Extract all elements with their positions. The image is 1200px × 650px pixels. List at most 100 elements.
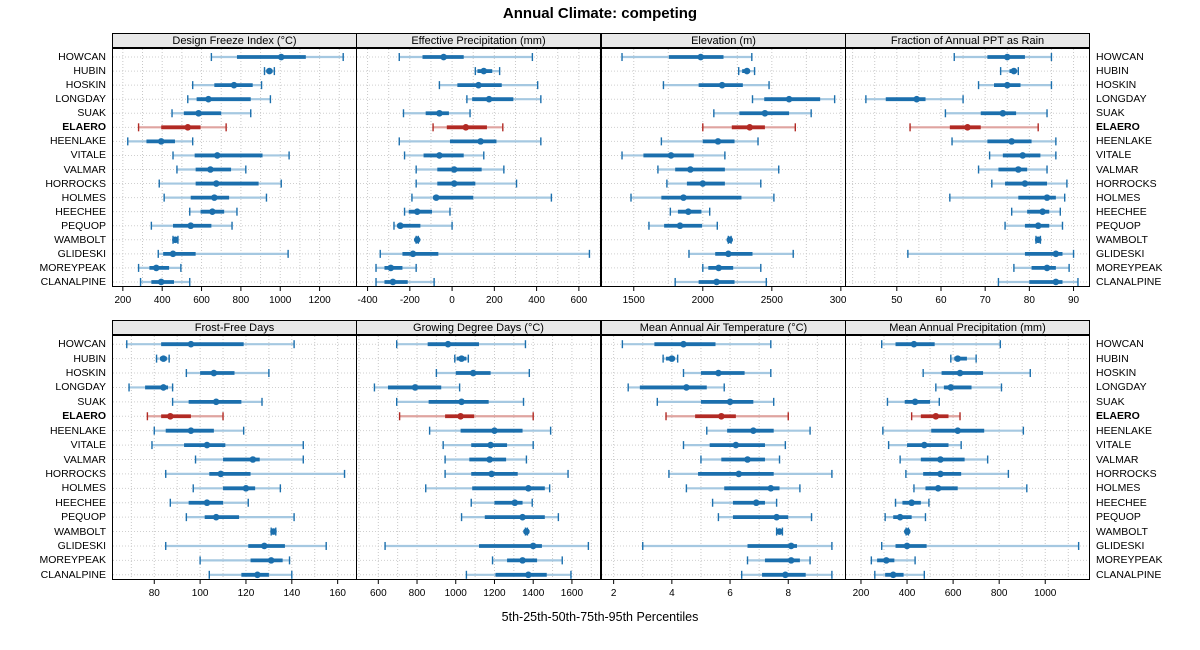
median-dot-horrocks [735, 470, 743, 478]
x-tick-label: 60 [935, 295, 947, 306]
interval-suak-mean-annual-air-temperature-c [656, 397, 775, 406]
interval-pequop-mean-annual-air-temperature-c [717, 513, 813, 522]
median-dot-heenlake [477, 138, 484, 145]
x-tick-label: 600 [370, 588, 387, 599]
median-dot-elaero [718, 412, 725, 420]
site-label-right-glideski: GLIDESKI [1096, 539, 1145, 552]
panel-strip-frost-free-days: Frost-Free Days [112, 320, 357, 335]
interval-heenlake-growing-degree-days-c [428, 426, 552, 435]
interval-glideski-design-freeze-index-c [157, 249, 289, 258]
median-dot-howcan [680, 340, 687, 348]
median-dot-valmar [249, 456, 257, 463]
x-tick-label: 400 [154, 295, 171, 306]
median-dot-longday [205, 95, 212, 103]
median-dot-heenlake [954, 427, 962, 434]
interval-suak-growing-degree-days-c [395, 397, 525, 406]
panel-mean-annual-air-temperature-c: 2 4 6 8 [601, 335, 846, 599]
median-dot-clanalpine [1052, 278, 1060, 286]
median-dot-heenlake [1008, 138, 1015, 145]
median-dot-longday [785, 95, 793, 103]
interval-heechee-mean-annual-precipitation-mm [894, 498, 930, 507]
x-tick-label: 800 [991, 588, 1008, 599]
site-label-left-suak: SUAK [77, 107, 106, 120]
interval-horrocks-mean-annual-air-temperature-c [668, 469, 833, 478]
interval-clanalpine-elevation-m [674, 277, 768, 286]
x-tick-label: 600 [193, 295, 210, 306]
interval-elaero-growing-degree-days-c [398, 412, 534, 421]
site-label-right-elaero: ELAERO [1096, 410, 1140, 423]
x-tick-label: 800 [233, 295, 250, 306]
interval-suak-design-freeze-index-c [171, 109, 252, 118]
interval-heenlake-elevation-m [660, 137, 759, 146]
median-dot-glideski [725, 250, 732, 258]
site-label-left-hubin: HUBIN [73, 65, 106, 78]
median-dot-suak [911, 398, 919, 406]
interval-pequop-frost-free-days [185, 513, 295, 522]
median-dot-vitale [203, 441, 211, 449]
interval-hubin-elevation-m [737, 67, 756, 76]
site-label-right-hoskin: HOSKIN [1096, 367, 1137, 380]
interval-vitale-growing-degree-days-c [442, 441, 534, 450]
interval-horrocks-fraction-of-annual-ppt-as-rain [991, 179, 1068, 188]
median-dot-wambolt [172, 236, 179, 244]
interval-heechee-growing-degree-days-c [470, 498, 533, 507]
x-tick-label: 80 [149, 588, 161, 599]
median-dot-valmar [744, 456, 751, 463]
percentiles-caption: 5th-25th-50th-75th-95th Percentiles [501, 610, 699, 624]
median-dot-longday [947, 384, 955, 391]
interval-hoskin-mean-annual-precipitation-mm [922, 369, 1031, 378]
interval-hoskin-fraction-of-annual-ppt-as-rain [977, 81, 1053, 90]
x-tick-label: 0 [449, 295, 455, 306]
site-label-right-clanalpine: CLANALPINE [1096, 568, 1162, 581]
interval-heechee-frost-free-days [169, 498, 249, 507]
median-dot-hubin [668, 355, 676, 362]
median-dot-wambolt [270, 528, 277, 535]
site-label-right-vitale: VITALE [1096, 439, 1132, 452]
interval-wambolt-mean-annual-precipitation-mm [903, 527, 911, 536]
x-tick-label: 800 [409, 588, 426, 599]
x-tick-label: 160 [329, 588, 346, 599]
interval-heechee-fraction-of-annual-ppt-as-rain [1010, 207, 1061, 216]
x-tick-label: 6 [727, 588, 733, 599]
median-dot-howcan [444, 340, 452, 348]
site-label-left-howcan: HOWCAN [58, 338, 106, 351]
interval-hoskin-growing-degree-days-c [435, 369, 531, 378]
interval-heechee-elevation-m [669, 207, 711, 216]
median-dot-vitale [1019, 152, 1027, 159]
x-tick-label: 1400 [522, 588, 545, 599]
interval-horrocks-effective-precipitation-mm [415, 179, 518, 188]
median-dot-horrocks [699, 180, 707, 187]
interval-vitale-mean-annual-precipitation-mm [887, 441, 962, 450]
interval-vitale-frost-free-days [151, 441, 304, 450]
interval-elaero-effective-precipitation-mm [432, 123, 504, 132]
median-dot-elaero [184, 124, 192, 131]
median-dot-hoskin [475, 81, 482, 89]
interval-pequop-design-freeze-index-c [150, 221, 233, 230]
x-tick-label: 120 [238, 588, 255, 599]
interval-wambolt-design-freeze-index-c [172, 235, 179, 244]
site-label-right-horrocks: HORROCKS [1096, 177, 1157, 190]
interval-howcan-mean-annual-precipitation-mm [881, 340, 1002, 349]
site-label-left-vitale: VITALE [70, 149, 106, 162]
x-tick-label: 200 [853, 588, 870, 599]
median-dot-pequop [519, 513, 526, 521]
median-dot-hoskin [230, 81, 238, 89]
site-label-left-heenlake: HEENLAKE [49, 135, 106, 148]
panel-mean-annual-precipitation-mm: 200 400 600 800 1000 [845, 335, 1090, 599]
median-dot-glideski [787, 542, 795, 550]
site-label-right-vitale: VITALE [1096, 149, 1132, 162]
x-tick-label: 1200 [483, 588, 506, 599]
median-dot-glideski [261, 542, 268, 550]
interval-longday-mean-annual-air-temperature-c [627, 383, 725, 392]
median-dot-howcan [1003, 53, 1011, 61]
x-tick-label: 200 [486, 295, 503, 306]
interval-holmes-mean-annual-precipitation-mm [913, 484, 1028, 493]
median-dot-clanalpine [782, 571, 789, 579]
median-dot-moreypeak [883, 557, 890, 564]
panel-strip-fraction-of-annual-ppt-as-rain: Fraction of Annual PPT as Rain [845, 33, 1090, 48]
median-dot-horrocks [488, 470, 495, 478]
interval-elaero-frost-free-days [146, 412, 224, 421]
site-label-right-longday: LONGDAY [1096, 381, 1147, 394]
interval-howcan-fraction-of-annual-ppt-as-rain [953, 53, 1053, 62]
interval-glideski-mean-annual-air-temperature-c [642, 541, 833, 550]
